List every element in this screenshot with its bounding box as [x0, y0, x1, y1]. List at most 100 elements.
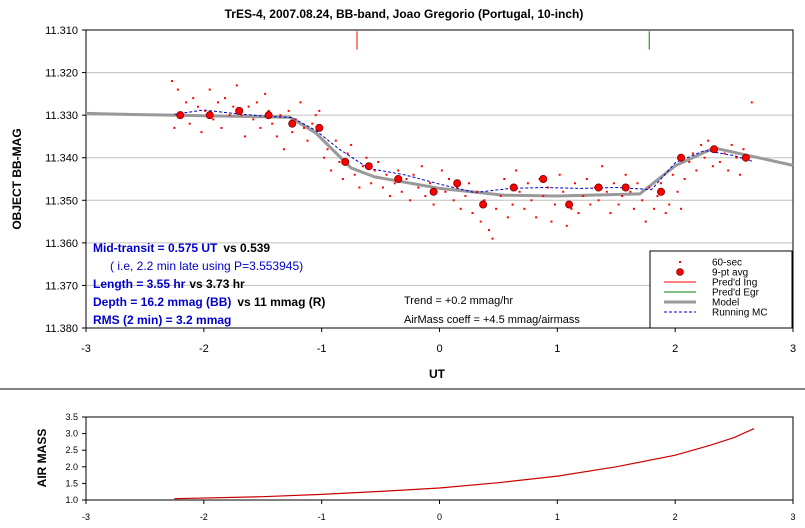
raw-data-point [459, 207, 462, 210]
raw-data-point [683, 178, 686, 180]
raw-data-point [456, 186, 459, 189]
raw-data-point [381, 186, 384, 189]
raw-data-point [192, 97, 195, 100]
airmass-x-tick-label: 0 [437, 512, 442, 522]
raw-data-point [605, 190, 608, 193]
main-y-tick-label: 11.340 [45, 153, 78, 165]
raw-data-point [275, 135, 278, 138]
raw-data-point [558, 173, 561, 176]
raw-data-point [185, 101, 188, 104]
raw-data-point [574, 182, 577, 185]
raw-data-point [617, 203, 620, 206]
airmass-x-tick-labels: -3 -2 -1 0 1 2 3 [82, 500, 796, 522]
raw-data-point [487, 229, 490, 232]
legend-label: Pred'd Ing [712, 278, 757, 289]
raw-data-point [171, 80, 174, 83]
length-vs: vs 3.73 hr [189, 277, 245, 291]
raw-data-point [247, 105, 250, 108]
main-x-tick-label: 0 [436, 343, 442, 355]
main-x-tick-label: 2 [672, 343, 678, 355]
raw-data-point [188, 122, 191, 125]
avg-data-point [205, 111, 214, 120]
main-x-tick-labels: -3 -2 -1 0 1 2 3 [81, 328, 796, 355]
raw-data-point [420, 165, 423, 168]
mid-transit-vs: vs 0.539 [223, 241, 270, 255]
raw-data-point [523, 207, 526, 210]
legend-label: 60-sec [712, 258, 742, 269]
raw-data-point [400, 190, 403, 193]
raw-data-point [377, 160, 380, 163]
raw-data-point [550, 220, 553, 223]
raw-data-point [671, 173, 674, 176]
avg-data-point [429, 187, 438, 196]
raw-data-point [232, 105, 235, 108]
main-y-tick-label: 11.380 [45, 323, 78, 335]
x-axis-label: UT [429, 367, 446, 381]
avg-data-point [364, 162, 373, 171]
airmass-x-tick-label: -2 [200, 512, 208, 522]
raw-data-point [727, 169, 730, 172]
raw-data-point [518, 190, 521, 193]
raw-data-point [546, 186, 549, 189]
raw-data-point [452, 199, 455, 202]
raw-data-point [738, 173, 741, 176]
raw-data-point [334, 139, 337, 142]
avg-data-point [621, 183, 630, 192]
main-y-tick-label: 11.330 [45, 110, 78, 122]
raw-data-point [429, 182, 432, 185]
airmass-x-tick-label: 1 [555, 512, 560, 522]
raw-data-point [393, 182, 396, 185]
airmass-x-tick-label: -1 [318, 512, 326, 522]
avg-data-point [657, 187, 666, 196]
raw-data-point [483, 199, 486, 202]
raw-data-point [397, 169, 400, 172]
raw-data-point [707, 139, 710, 142]
airmass-y-tick-label: 3.0 [65, 429, 78, 439]
raw-data-point [346, 152, 349, 155]
raw-data-point [409, 199, 412, 202]
raw-data-point [235, 84, 238, 87]
trend-text: Trend = +0.2 mmag/hr [404, 295, 513, 307]
raw-data-point [652, 207, 655, 210]
raw-data-point [228, 114, 231, 117]
depth-text: Depth = 16.2 mmag (BB) vs 11 mmag (R) [93, 295, 325, 309]
legend-label: Pred'd Egr [712, 288, 760, 299]
legend-box [649, 250, 793, 329]
raw-data-point [621, 195, 624, 198]
raw-data-point [318, 109, 321, 112]
depth-vs: vs 11 mmag (R) [237, 295, 325, 309]
raw-data-point [680, 207, 683, 210]
airmass-y-axis-label: AIR MASS [35, 429, 49, 488]
raw-data-point [385, 173, 388, 176]
late-note-text: ( i.e, 2.2 min late using P=3.553945) [110, 259, 303, 273]
raw-data-point [629, 190, 632, 193]
raw-data-point [204, 109, 207, 112]
chart-title: TrES-4, 2007.08.24, BB-band, Joao Gregor… [225, 7, 584, 21]
raw-data-point [200, 131, 203, 134]
avg-data-point [509, 183, 518, 192]
raw-data-point [341, 178, 344, 180]
raw-data-point [735, 156, 738, 159]
raw-data-point [267, 109, 270, 112]
raw-data-point [648, 186, 651, 189]
raw-data-point [499, 195, 502, 198]
airmass-x-tick-label: 2 [673, 512, 678, 522]
raw-data-point [530, 199, 533, 202]
airmass-y-tick-label: 1.5 [65, 478, 78, 488]
airmass-x-tick-label: -3 [82, 512, 90, 522]
main-y-tick-label: 11.320 [45, 68, 78, 80]
airmass-y-tick-labels: 1.0 1.5 2.0 2.5 3.0 3.5 [65, 412, 86, 505]
raw-data-point [542, 195, 545, 198]
raw-data-point [723, 152, 726, 155]
airmass-y-tick-label: 2.0 [65, 462, 78, 472]
raw-data-point [506, 216, 509, 219]
raw-data-point [220, 126, 223, 129]
raw-data-point [424, 195, 427, 198]
raw-data-point [570, 207, 573, 210]
avg-data-point [453, 179, 462, 188]
raw-data-point [389, 195, 392, 198]
airmass-series-layer [174, 428, 755, 500]
legend-symbol-9pt [676, 268, 684, 276]
raw-data-point [660, 182, 663, 185]
